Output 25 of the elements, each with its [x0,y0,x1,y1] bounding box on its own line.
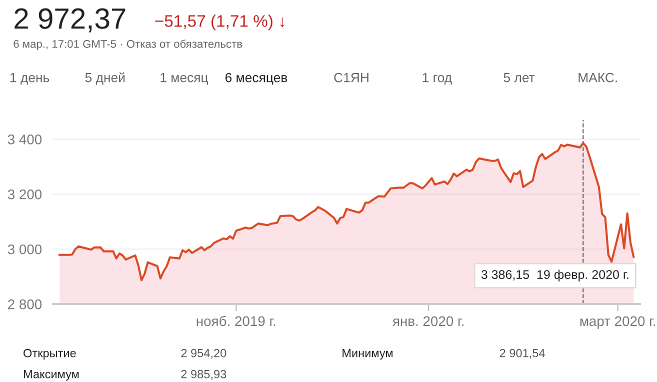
text: 2 985,93 [181,370,226,380]
text: 2 901,54 [500,348,545,359]
text: 1 год [422,73,452,85]
text: 2 954,20 [181,348,226,359]
text: 6 мар., 17:01 GMT-5 · Отказ от обязательств [14,40,242,50]
x-tick-label: янв. 2020 г. [392,316,464,326]
chart-title: 2 972,37 [14,8,126,32]
text: Минимум [342,349,393,360]
y-tick-label: 2 800 [8,299,42,310]
y-tick-label: 3 400 [8,134,42,144]
text: Открытие [24,348,76,360]
text: 1 день [10,73,50,85]
text: С1ЯН [334,72,368,82]
text: 5 лет [504,73,535,82]
x-tick-label: нояб. 2019 г. [196,316,276,326]
y-tick-label: 3 000 [8,244,42,254]
text: Максимум [24,370,79,381]
text: 1 месяц [160,73,208,85]
annotation: 3 386,15 19 февр. 2020 г. [481,270,628,282]
chart-subtitle: −51,57 (1,71 %) ↓ [155,14,284,30]
text: 5 дней [85,72,125,85]
text: МАКС. [578,72,617,82]
y-tick-label: 3 200 [8,189,42,200]
x-tick-label: март 2020 г. [580,316,656,329]
text: 6 месяцев [225,72,288,85]
